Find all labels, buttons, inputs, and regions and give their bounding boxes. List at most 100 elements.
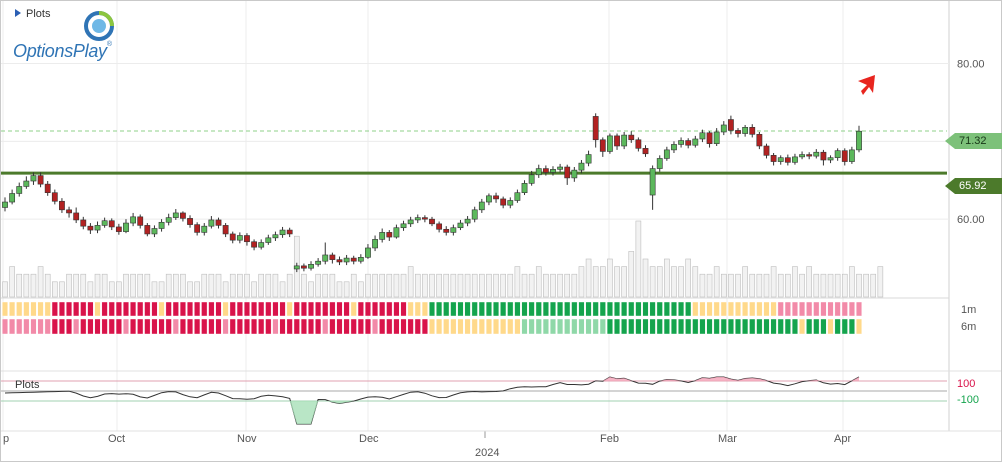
candle-body	[550, 169, 556, 173]
signal-6m-cell	[742, 318, 749, 335]
candle-body	[151, 228, 158, 235]
signal-1m-cell	[208, 301, 215, 317]
candle-body	[471, 209, 478, 220]
signal-1m-cell	[485, 301, 492, 317]
volume-bar	[137, 273, 144, 298]
volume-bar	[728, 273, 734, 298]
x-tick-label: Oct	[108, 433, 125, 445]
volume-bar	[94, 273, 101, 298]
signal-1m-cell	[720, 301, 727, 317]
signal-6m-cell	[848, 318, 855, 335]
signal-1m-cell	[343, 301, 350, 317]
volume-bar	[635, 220, 642, 298]
signal-6m-cell	[699, 318, 706, 335]
signal-6m-cell	[393, 318, 400, 335]
signal-6m-cell	[749, 318, 756, 335]
signal-6m-cell	[642, 318, 649, 335]
signal-1m-cell	[372, 301, 379, 317]
candle-body	[286, 229, 293, 235]
signal-6m-cell	[820, 318, 827, 335]
signal-1m-cell	[364, 301, 371, 317]
candle-body	[841, 150, 848, 162]
signal-1m-cell	[713, 301, 720, 317]
candle-body	[478, 201, 485, 211]
signal-6m-cell	[713, 318, 720, 335]
volume-bar	[870, 273, 877, 298]
signal-1m-cell	[606, 301, 613, 317]
signal-1m-cell	[621, 301, 628, 317]
volume-bar	[59, 281, 65, 298]
signal-1m-cell	[791, 301, 798, 317]
volume-bar	[671, 266, 677, 298]
signal-1m-cell	[236, 301, 243, 317]
candle-body	[357, 257, 364, 262]
volume-bar	[692, 266, 699, 298]
signal-1m-cell	[251, 301, 258, 317]
plots-toggle[interactable]: Plots	[15, 8, 50, 20]
signal-1m-cell	[329, 301, 336, 317]
candle-body	[379, 232, 386, 240]
volume-bar	[101, 273, 108, 298]
volume-bar	[229, 273, 236, 298]
volume-bar	[372, 273, 378, 298]
candle-body	[692, 138, 699, 146]
candle-body	[493, 195, 499, 200]
signal-1m-cell	[130, 301, 137, 317]
signal-1m-cell	[806, 301, 813, 317]
x-tick-label: Feb	[600, 433, 619, 445]
signal-1m-cell	[471, 301, 478, 317]
signal-1m-cell	[158, 301, 165, 317]
signal-1m-cell	[23, 301, 30, 317]
signal-1m-cell	[94, 301, 101, 317]
signal-6m-cell	[791, 318, 798, 335]
signal-1m-cell	[407, 301, 414, 317]
candle-body	[180, 212, 186, 219]
candle-body	[165, 217, 172, 223]
candle-body	[642, 148, 649, 155]
signal-1m-cell	[578, 301, 585, 317]
candle-body	[407, 219, 414, 225]
candle-body	[108, 220, 115, 228]
signal-1m-cell	[308, 301, 315, 317]
volume-bar	[272, 273, 279, 298]
candle-body	[763, 145, 770, 156]
signal-6m-cell	[528, 318, 535, 335]
signal-1m-cell	[820, 301, 827, 317]
candle-body	[663, 149, 670, 159]
signal-1m-cell	[386, 301, 393, 317]
volume-bar	[507, 273, 514, 298]
volume-bar	[792, 266, 798, 298]
signal-1m-cell	[30, 301, 37, 317]
signal-1m-cell	[172, 301, 179, 317]
candle-body	[44, 183, 51, 193]
candle-body	[806, 154, 813, 157]
signal-6m-cell	[592, 318, 599, 335]
signal-1m-cell	[336, 301, 343, 317]
x-tick-label: Apr	[834, 433, 851, 445]
signal-6m-cell	[400, 318, 407, 335]
support-price-tag: 65.92	[945, 178, 1002, 194]
signal-1m-cell	[585, 301, 592, 317]
signal-6m-cell	[720, 318, 727, 335]
signal-6m-cell	[834, 318, 841, 335]
signal-1m-cell	[692, 301, 699, 317]
volume-bar	[464, 273, 471, 298]
candle-body	[308, 264, 314, 269]
candle-body	[770, 155, 777, 162]
logo-text: OptionsPlay	[13, 41, 107, 61]
signal-6m-cell	[372, 318, 379, 335]
candle-body	[201, 225, 208, 233]
signal-6m-cell	[286, 318, 293, 335]
signal-1m-cell	[436, 301, 443, 317]
candle-body	[542, 168, 549, 173]
signal-6m-cell	[557, 318, 564, 335]
volume-bar	[742, 266, 748, 298]
candle-body	[507, 200, 514, 206]
signal-6m-cell	[16, 318, 23, 335]
strip-1m-label: 1m	[961, 304, 977, 316]
signal-1m-cell	[51, 301, 58, 317]
osc-upper-label: 100	[957, 378, 976, 390]
signal-1m-cell	[300, 301, 307, 317]
expand-triangle-icon	[15, 9, 21, 17]
signal-1m-cell	[678, 301, 685, 317]
